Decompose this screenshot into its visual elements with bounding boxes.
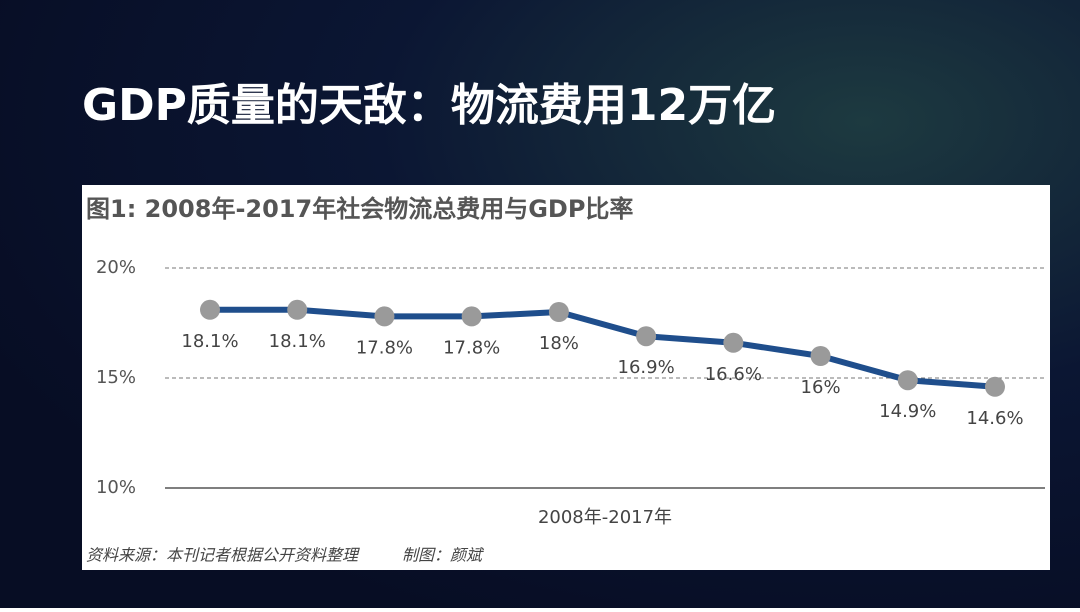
- author-note: 制图：颜斌: [402, 546, 484, 565]
- data-label: 18.1%: [269, 331, 326, 352]
- data-point: [985, 376, 1005, 397]
- data-point: [461, 306, 482, 327]
- y-tick-label: 15%: [96, 367, 136, 388]
- slide-title: GDP质量的天敌：物流费用12万亿: [82, 80, 776, 131]
- data-point: [723, 332, 744, 353]
- data-point: [287, 299, 308, 320]
- data-label: 17.8%: [443, 337, 500, 358]
- y-tick-label: 20%: [96, 257, 136, 278]
- data-label: 16.6%: [705, 364, 762, 385]
- data-label: 16.9%: [618, 357, 675, 378]
- data-point: [200, 299, 220, 320]
- x-axis-label: 2008年-2017年: [538, 507, 672, 528]
- data-label: 14.6%: [966, 408, 1023, 429]
- data-point: [548, 302, 569, 322]
- data-label: 17.8%: [356, 337, 413, 358]
- data-label: 14.9%: [879, 401, 936, 422]
- data-label: 18%: [539, 333, 579, 354]
- y-tick-label: 10%: [96, 477, 136, 498]
- source-note: 资料来源：本刊记者根据公开资料整理: [86, 546, 360, 565]
- data-label: 16%: [801, 377, 841, 398]
- data-point: [636, 326, 657, 347]
- data-label: 18.1%: [181, 331, 238, 352]
- data-point: [374, 306, 395, 327]
- chart-title: 图1: 2008年-2017年社会物流总费用与GDP比率: [86, 195, 633, 223]
- data-point: [810, 346, 831, 366]
- data-point: [897, 370, 918, 391]
- data-line: [210, 306, 996, 390]
